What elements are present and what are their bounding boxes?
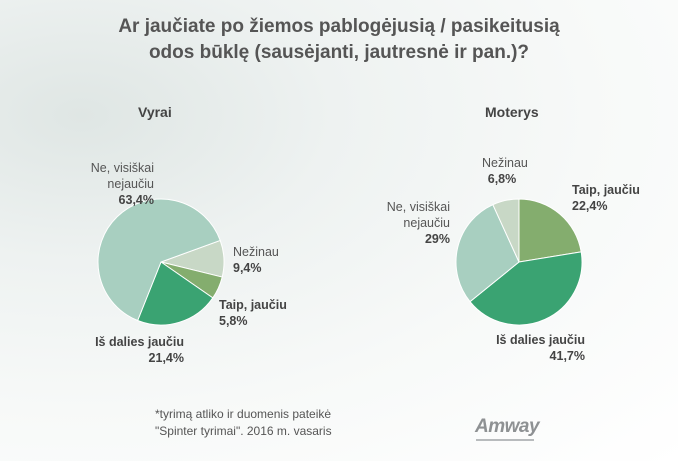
men-label-dontknow-name: Nežinau (233, 245, 279, 259)
title-line-2: odos būklę (sausėjanti, jautresnė ir pan… (148, 42, 530, 63)
women-value-yes: 22,4% (572, 199, 608, 213)
men-label-yes-name: Taip, jaučiu (219, 298, 287, 312)
pie-men (97, 198, 225, 326)
women-label-no-line2: nejaučiu (403, 216, 450, 230)
women-label-dontknow-name: Nežinau (482, 156, 528, 170)
title-line-1: Ar jaučiate po žiemos pablogėjusią / pas… (118, 16, 560, 37)
men-label-no: Ne, visiškai nejaučiu 63,4% (44, 160, 154, 208)
footnote: *tyrimą atliko ir duomenis pateikė "Spin… (155, 406, 332, 440)
women-label-partly-name: Iš dalies jaučiu (496, 333, 585, 347)
men-slice-ne-visi-kai-nejau-iu (97, 198, 221, 322)
amway-logo-underline (476, 439, 534, 441)
men-label-yes: Taip, jaučiu 5,8% (219, 297, 287, 329)
pie-women (455, 198, 583, 326)
men-value-yes: 5,8% (219, 314, 248, 328)
women-label-no-line1: Ne, visiškai (386, 200, 450, 214)
men-label-partly: Iš dalies jaučiu 21,4% (66, 334, 184, 366)
men-value-no: 63,4% (118, 193, 154, 207)
men-chart-title: Vyrai (138, 104, 172, 120)
footnote-line-1: *tyrimą atliko ir duomenis pateikė (155, 407, 332, 421)
women-chart-title: Moterys (485, 104, 539, 120)
women-label-no: Ne, visiškai nejaučiu 29% (360, 199, 450, 247)
men-label-no-line2: nejaučiu (107, 177, 154, 191)
women-label-yes-name: Taip, jaučiu (572, 183, 640, 197)
women-label-dontknow: Nežinau 6,8% (482, 155, 528, 187)
chart-title: Ar jaučiate po žiemos pablogėjusią / pas… (0, 14, 678, 66)
men-slice-i-dalies-jau-iu (136, 261, 214, 326)
men-label-dontknow: Nežinau 9,4% (233, 244, 279, 276)
women-slice-ne-inau (492, 198, 520, 263)
women-value-dontknow: 6,8% (487, 172, 517, 186)
women-value-partly: 41,7% (549, 349, 585, 363)
men-label-no-line1: Ne, visiškai (90, 161, 154, 175)
women-label-yes: Taip, jaučiu 22,4% (572, 182, 640, 214)
amway-logo: Amway (475, 416, 540, 437)
women-label-partly: Iš dalies jaučiu 41,7% (465, 332, 585, 364)
women-slice-ne-visi-kai-nejau-iu (455, 204, 520, 303)
women-slice-taip-jau-iu (518, 198, 582, 263)
women-value-no: 29% (424, 232, 450, 246)
men-value-partly: 21,4% (148, 351, 184, 365)
men-value-dontknow: 9,4% (233, 261, 262, 275)
footnote-line-2: "Spinter tyrimai". 2016 m. vasaris (155, 424, 332, 438)
women-slice-i-dalies-jau-iu (469, 251, 583, 326)
men-label-partly-name: Iš dalies jaučiu (95, 335, 184, 349)
